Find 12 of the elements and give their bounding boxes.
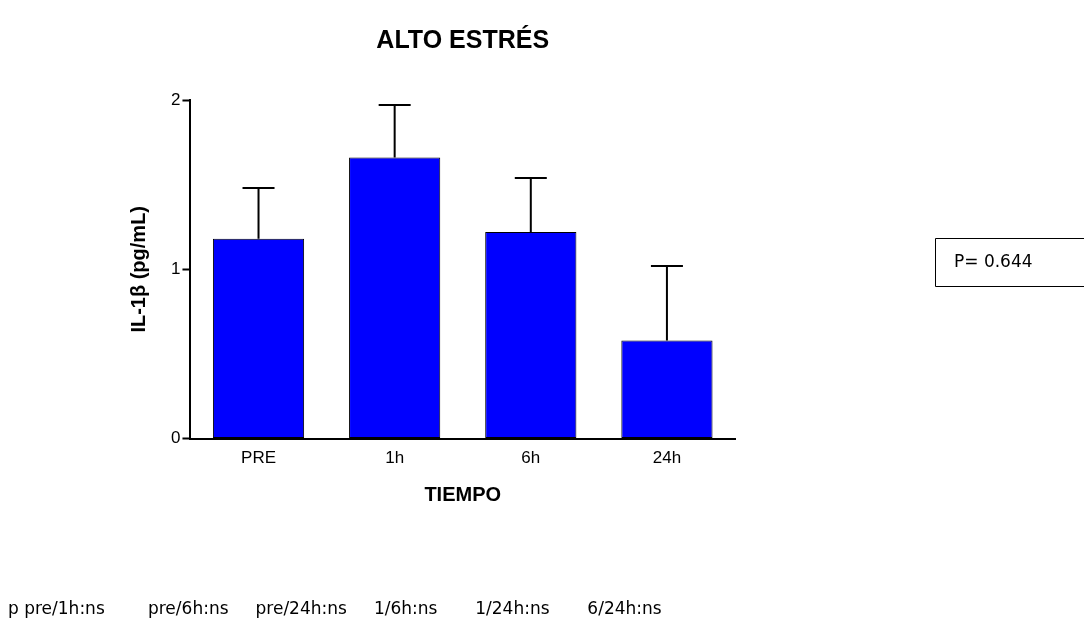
x-tick-label: PRE [241,448,277,468]
y-axis-title: IL-1β (pg/mL) [126,205,149,333]
text: p pre/1h:ns pre/6h:ns pre/24h:ns 1/6h:ns 1/24h:ns 6/24h:ns [8,598,662,619]
y-tick-label: 0 [170,428,181,448]
text: P= 0.644 [954,251,1033,272]
chart-title: ALTO ESTRÉS [376,24,550,53]
y-tick-label: 1 [170,258,181,278]
x-axis-title: TIEMPO [424,482,502,505]
y-tick-label: 2 [170,89,181,109]
x-tick-label: 24h [652,448,682,468]
x-tick-label: 1h [385,448,405,468]
x-tick-label: 6h [521,448,541,468]
